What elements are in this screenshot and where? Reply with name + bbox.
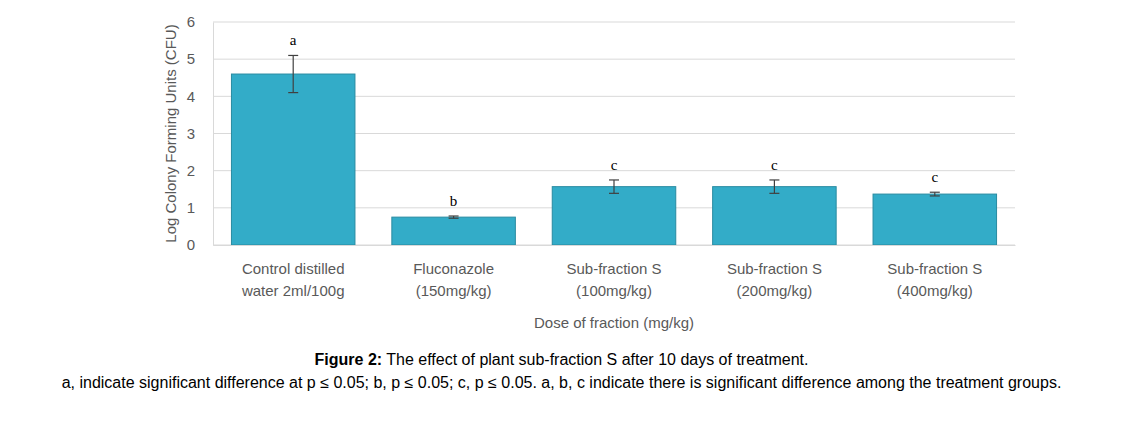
error-bar-cap [930,195,940,196]
grid-line [213,22,1015,23]
x-tick-label-line: Sub-fraction S [566,260,661,277]
error-bar [609,180,619,193]
y-tick: 6 [187,13,213,30]
y-tick-label: 2 [187,162,195,179]
x-tick-label-line: Fluconazole [413,260,494,277]
annotation: a [290,32,297,48]
grid [213,22,1015,245]
annotations: a b c c c [290,32,939,209]
x-axis-line [214,245,1016,246]
y-tick: 5 [187,50,213,67]
y-tick-label: 4 [187,88,195,105]
plot-area [231,55,996,245]
x-tick-label-line: (100mg/kg) [576,282,652,299]
bar [392,217,516,245]
error-bar [449,216,459,218]
x-tick-label-line: (400mg/kg) [897,282,973,299]
error-bar [288,55,298,92]
y-tick: 2 [187,162,213,179]
annotation: b [450,193,458,209]
x-tick: Control distilled water 2ml/100g [241,245,345,299]
x-tick-label-line: (200mg/kg) [736,282,812,299]
bar [552,187,676,245]
bar [873,194,997,245]
x-tick: Sub-fraction S (200mg/kg) [727,245,822,299]
error-bar-cap [609,193,619,194]
y-tick-label: 1 [187,199,195,216]
x-axis: Control distilled water 2ml/100g Fluconazo… [214,245,1016,299]
error-bar-cap [449,215,459,216]
y-axis-line [213,23,214,246]
error-bar [769,180,779,193]
annotation: c [771,157,778,173]
x-tick: Fluconazole (150mg/kg) [413,245,494,299]
error-bar [930,192,940,196]
caption-text: The effect of plant sub-fraction S after… [386,351,808,368]
x-tick-label: Sub-fraction S (400mg/kg) [887,260,982,300]
annotation: c [611,157,618,173]
caption-label: Figure 2: [315,351,383,368]
bar [713,187,837,245]
x-tick-label: Control distilled water 2ml/100g [241,260,345,300]
y-tick-label: 0 [187,236,195,253]
x-tick: Sub-fraction S (400mg/kg) [887,245,982,299]
y-tick-label: 3 [187,125,195,142]
y-axis: 0 1 2 3 4 5 6 [187,13,214,253]
x-tick-label: Sub-fraction S (200mg/kg) [727,260,822,300]
bar [231,74,355,245]
x-axis-title: Dose of fraction (mg/kg) [534,314,694,331]
error-bar-cap [288,92,298,93]
x-tick-label-line: water 2ml/100g [241,282,345,299]
caption-title: Figure 2: The effect of plant sub-fracti… [0,348,1123,371]
caption-note: a, indicate significant difference at p … [0,371,1123,394]
error-bar-cap [930,192,940,193]
caption: Figure 2: The effect of plant sub-fracti… [0,348,1123,394]
x-tick-label-line: Sub-fraction S [727,260,822,277]
annotation: c [931,169,938,185]
error-bar-cap [288,55,298,56]
error-bar-stem [293,55,294,92]
y-tick-label: 5 [187,50,195,67]
x-tick-label: Fluconazole (150mg/kg) [413,260,494,300]
y-axis-title: Log Colony Forming Units (CFU) [162,24,179,242]
error-bar-stem [774,180,775,193]
error-bar-cap [449,218,459,219]
y-tick: 0 [187,236,213,253]
error-bar-cap [769,179,779,180]
grid-line [213,59,1015,60]
x-tick-label-line: Control distilled [242,260,345,277]
chart: 0 1 2 3 4 5 6 Control distilled water 2ml/100g Fl… [0,0,1123,348]
y-tick: 1 [187,199,213,216]
y-tick-label: 6 [187,13,195,30]
error-bar-cap [609,179,619,180]
y-tick: 3 [187,125,213,142]
y-tick: 4 [187,88,213,105]
error-bar-stem [613,180,614,193]
error-bar-cap [769,193,779,194]
x-tick-label-line: (150mg/kg) [416,282,492,299]
x-tick-label: Sub-fraction S (100mg/kg) [566,260,661,300]
x-tick-label-line: Sub-fraction S [887,260,982,277]
x-tick: Sub-fraction S (100mg/kg) [566,245,661,299]
